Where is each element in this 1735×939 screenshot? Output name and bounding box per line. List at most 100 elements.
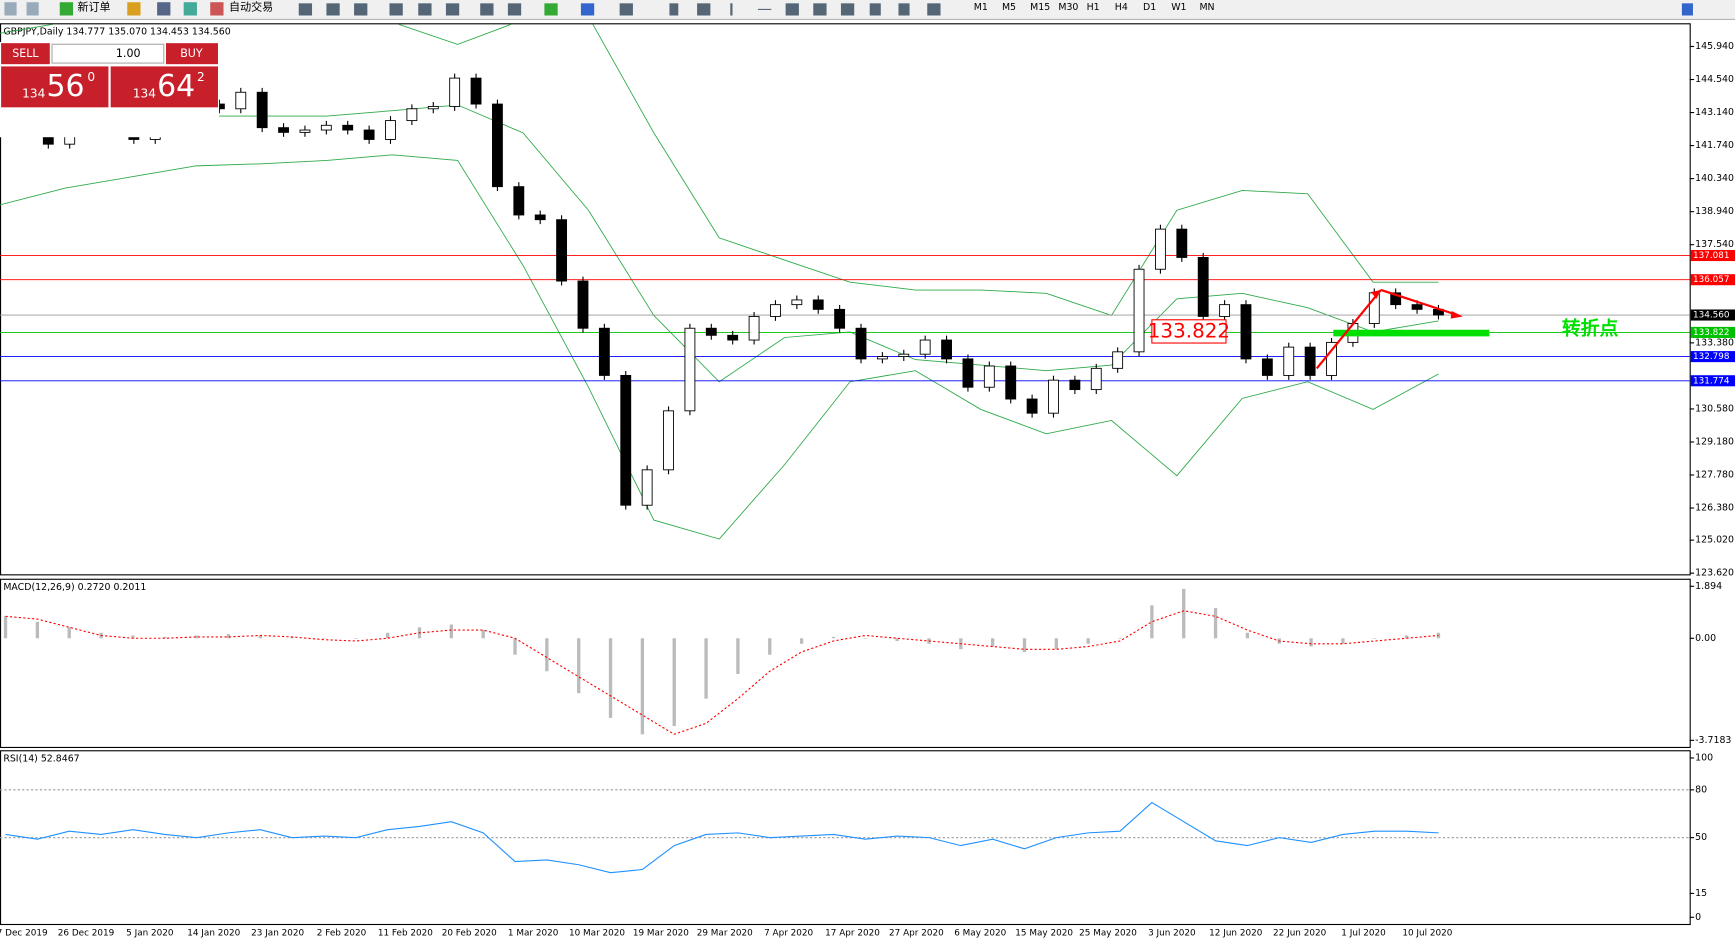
candle [492, 103, 503, 188]
timeframe[interactable]: MN [1199, 2, 1214, 13]
x-tick-label: 23 Jan 2020 [251, 928, 304, 938]
icon[interactable] [927, 3, 941, 16]
icon[interactable] [326, 3, 340, 16]
macd-bar [895, 638, 899, 642]
timeframe[interactable]: H4 [1115, 2, 1128, 13]
y-tick-label: 1.894 [1695, 581, 1722, 592]
icon[interactable] [898, 3, 910, 16]
sell-label[interactable]: SELL [12, 47, 39, 60]
icon[interactable] [669, 3, 679, 16]
x-tick-label: 7 Dec 2019 [0, 928, 48, 938]
toolbar-bg [0, 0, 1735, 19]
y-tick-label: 0.00 [1695, 633, 1716, 644]
icon[interactable] [697, 3, 711, 16]
candle [513, 186, 525, 216]
candle [876, 356, 888, 360]
x-tick-label: 20 Feb 2020 [442, 928, 497, 938]
timeframe[interactable]: H1 [1087, 2, 1100, 13]
candle [256, 91, 268, 129]
macd-chart: MACD(12,26,9) 0.2720 0.2011 1.894 0.00 -3.7… [3, 581, 1731, 746]
sell-price-sup[interactable]: 0 [87, 70, 95, 84]
icon[interactable] [298, 3, 313, 16]
x-tick-label: 27 Apr 2020 [889, 928, 944, 938]
x-tick-label: 1 Jul 2020 [1341, 928, 1386, 938]
timeframe[interactable]: M1 [974, 2, 988, 13]
candle [1390, 292, 1402, 306]
icon[interactable] [26, 2, 39, 16]
timeframe[interactable]: M30 [1058, 2, 1078, 13]
macd-signal [5, 610, 1439, 735]
icon[interactable] [157, 2, 171, 16]
candle [1133, 268, 1145, 353]
icon[interactable] [210, 2, 224, 16]
macd-bar [194, 635, 199, 639]
buy-label[interactable]: BUY [180, 47, 203, 60]
icon[interactable] [619, 3, 633, 16]
macd-bar [799, 638, 804, 644]
icon[interactable] [127, 2, 141, 16]
icon[interactable] [869, 3, 881, 16]
sell-price-prefix[interactable]: 134 [22, 87, 45, 101]
icon[interactable] [507, 3, 522, 16]
icon[interactable] [480, 3, 494, 16]
lots-input[interactable] [51, 43, 165, 64]
level-label: 133.822 [1693, 328, 1730, 338]
x-tick-label: 29 Mar 2020 [697, 928, 753, 938]
macd-bar [768, 638, 772, 655]
buy-price-box[interactable] [110, 66, 218, 108]
macd-bar [354, 638, 358, 639]
auto-trading[interactable]: 自动交易 [229, 0, 273, 14]
drawings: 133.822 转折点 [1148, 288, 1618, 370]
icon[interactable] [785, 3, 799, 16]
icon[interactable] [418, 3, 432, 16]
timeframe[interactable]: W1 [1171, 2, 1186, 13]
pane-title: RSI(14) 52.8467 [3, 754, 79, 765]
timeframe[interactable]: M15 [1030, 2, 1050, 13]
candle [727, 334, 739, 341]
candle [1112, 351, 1124, 369]
icon[interactable] [59, 2, 74, 16]
macd-bar [258, 635, 262, 639]
timeframe[interactable]: M5 [1002, 2, 1016, 13]
icon[interactable] [445, 3, 460, 16]
y-tick-label: 129.180 [1695, 436, 1734, 447]
macd-bar [831, 636, 836, 639]
candle [342, 124, 354, 131]
buy-price-prefix[interactable]: 134 [133, 87, 156, 101]
candle [1304, 346, 1316, 376]
candle [962, 358, 974, 388]
sell-button[interactable] [1, 43, 50, 65]
macd-bar [385, 632, 390, 639]
level-label: 131.774 [1693, 376, 1730, 386]
new-order[interactable]: 新订单 [77, 0, 110, 14]
macd-bar [290, 636, 294, 639]
icon[interactable] [354, 3, 368, 16]
candle [406, 108, 418, 122]
macd-bar [449, 624, 453, 639]
macd-bar [322, 638, 326, 639]
icon[interactable] [813, 3, 827, 16]
icon[interactable] [1681, 3, 1693, 16]
macd-bar [1245, 632, 1250, 639]
icon[interactable] [580, 3, 595, 16]
buy-price-sup[interactable]: 2 [197, 70, 205, 84]
toolbar-icons [298, 3, 1693, 16]
buy-button[interactable] [165, 43, 218, 65]
level-label: 134.560 [1693, 311, 1730, 321]
icon[interactable] [840, 3, 855, 16]
icon[interactable] [730, 3, 733, 16]
timeframe[interactable]: D1 [1143, 2, 1156, 13]
main-chart: GBPJPY,Daily 134.777 135.070 134.453 134… [0, 24, 1735, 579]
sell-price-main[interactable]: 56 [46, 69, 84, 104]
icon[interactable] [183, 2, 197, 16]
buy-price-main[interactable]: 64 [157, 69, 195, 104]
icon[interactable] [757, 8, 772, 10]
icon[interactable] [544, 3, 558, 16]
icon[interactable] [4, 2, 17, 16]
icon[interactable] [389, 3, 403, 16]
candle [556, 219, 568, 282]
lots[interactable]: 1.00 [116, 47, 141, 60]
macd-bar [35, 621, 40, 639]
sell-price-box[interactable] [1, 66, 109, 108]
candle [1197, 257, 1209, 317]
